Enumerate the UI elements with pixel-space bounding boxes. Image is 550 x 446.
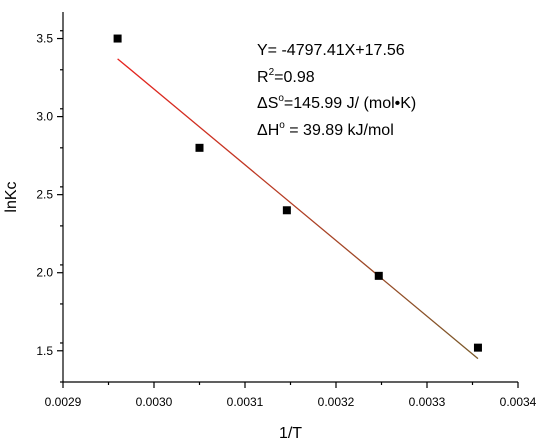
- x-axis-title: 1/T: [279, 425, 302, 442]
- data-point: [282, 206, 291, 215]
- annotation-equation: Y= -4797.41X+17.56: [257, 42, 405, 59]
- fit-line-group: [117, 58, 479, 360]
- annotation-r2: R2=0.98: [257, 67, 315, 86]
- y-tick-label: 3.5: [36, 32, 53, 46]
- x-ticks: 0.0029 0.0030 0.0031 0.0032 0.0033 0.0034: [45, 382, 537, 409]
- x-tick-label: 0.0029: [45, 395, 82, 409]
- x-tick-label: 0.0031: [227, 395, 264, 409]
- annotations: Y= -4797.41X+17.56 R2=0.98 ΔSo=145.99 J/ (…: [257, 42, 416, 139]
- data-point: [374, 271, 383, 280]
- y-axis-title: lnKc: [3, 181, 20, 212]
- data-point: [195, 143, 204, 152]
- x-tick-label: 0.0034: [500, 395, 537, 409]
- annotation-dh: ΔHo = 39.89 kJ/mol: [257, 120, 394, 139]
- data-point: [473, 343, 482, 352]
- x-tick-label: 0.0033: [409, 395, 446, 409]
- axes: [62, 12, 518, 383]
- data-points: [113, 34, 482, 352]
- y-tick-label: 3.0: [36, 110, 53, 124]
- y-ticks: 1.5 2.0 2.5 3.0 3.5: [36, 30, 63, 383]
- x-tick-label: 0.0032: [318, 395, 355, 409]
- fit-line: [117, 58, 479, 360]
- annotation-ds: ΔSo=145.99 J/ (mol•K): [257, 93, 416, 112]
- y-tick-label: 1.5: [36, 344, 53, 358]
- y-tick-label: 2.5: [36, 188, 53, 202]
- x-tick-label: 0.0030: [136, 395, 173, 409]
- y-tick-label: 2.0: [36, 266, 53, 280]
- data-point: [113, 34, 122, 43]
